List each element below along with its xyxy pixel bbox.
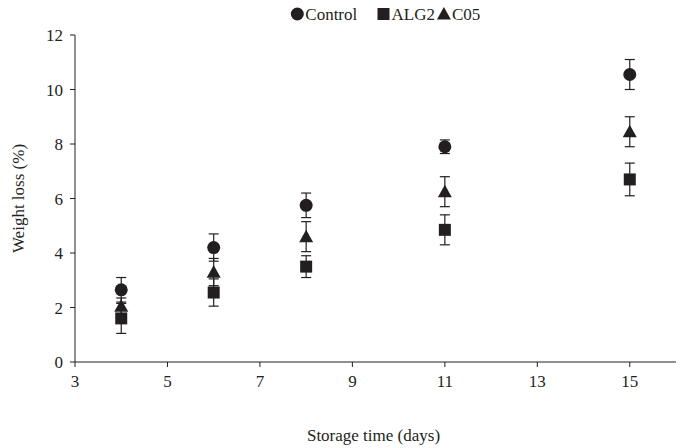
x-tick [537,362,538,367]
x-tick-label: 7 [256,372,265,391]
error-cap [116,297,126,298]
legend-marker [437,7,451,20]
x-axis [75,362,676,363]
point [208,287,220,299]
error-cap [440,206,450,207]
point [300,261,312,273]
x-tick-label: 5 [163,372,172,391]
error-bar [625,163,635,196]
chart: 0 2 4 6 8 10 12 3 5 7 9 11 13 15 Storage time (days) We… [0,0,683,448]
legend-marker [378,8,390,20]
error-cap [440,214,450,215]
point [624,173,636,185]
y-tick [70,253,75,254]
error-cap [209,233,219,234]
legend-marker [291,8,304,21]
x-tick [629,362,630,367]
point [115,312,127,324]
legend-label: C05 [452,5,480,24]
y-tick [70,198,75,199]
error-cap [301,217,311,218]
error-bar [440,215,450,245]
error-cap [625,162,635,163]
point [207,241,220,254]
y-tick-label: 6 [55,190,64,209]
x-tick-label: 9 [348,372,357,391]
x-tick-label: 15 [621,372,638,391]
point [438,140,451,153]
point [438,185,452,198]
y-tick-label: 4 [55,244,64,263]
error-cap [209,258,219,259]
legend-label: ALG2 [392,5,435,24]
x-tick-label: 3 [71,372,80,391]
y-axis-label: Weight loss (%) [9,144,28,253]
error-cap [301,251,311,252]
y-tick [70,362,75,363]
series [115,60,637,303]
point [300,199,313,212]
error-cap [301,255,311,256]
error-cap [116,333,126,334]
error-cap [116,314,126,315]
y-tick [70,144,75,145]
error-cap [625,116,635,117]
y-tick-label: 12 [46,26,63,45]
x-tick [167,362,168,367]
error-cap [625,146,635,147]
error-cap [625,59,635,60]
x-tick [259,362,260,367]
y-tick [70,35,75,36]
x-tick-label: 11 [437,372,453,391]
x-tick-label: 13 [529,372,546,391]
series [114,117,637,315]
x-axis-label: Storage time (days) [307,426,440,445]
point [623,125,637,138]
error-cap [440,244,450,245]
error-cap [440,176,450,177]
error-cap [625,89,635,90]
y-tick-label: 2 [55,299,64,318]
legend: Control ALG2 C05 [291,5,480,24]
y-tick-label: 8 [55,135,64,154]
y-tick-label: 10 [46,81,63,100]
plot-area [114,60,637,334]
error-cap [116,277,126,278]
point [623,68,636,81]
error-cap [301,192,311,193]
x-tick [444,362,445,367]
error-cap [625,195,635,196]
legend-label: Control [305,5,357,24]
error-cap [209,285,219,286]
point [115,283,128,296]
point [439,224,451,236]
error-cap [301,277,311,278]
series [115,163,636,333]
point [207,265,221,278]
error-cap [209,306,219,307]
y-tick-label: 0 [55,353,64,372]
y-tick [70,307,75,308]
x-tick [75,362,76,367]
y-tick [70,89,75,90]
point [299,230,313,243]
error-cap [301,221,311,222]
point [114,299,128,312]
error-bar [301,256,311,278]
x-tick [352,362,353,367]
